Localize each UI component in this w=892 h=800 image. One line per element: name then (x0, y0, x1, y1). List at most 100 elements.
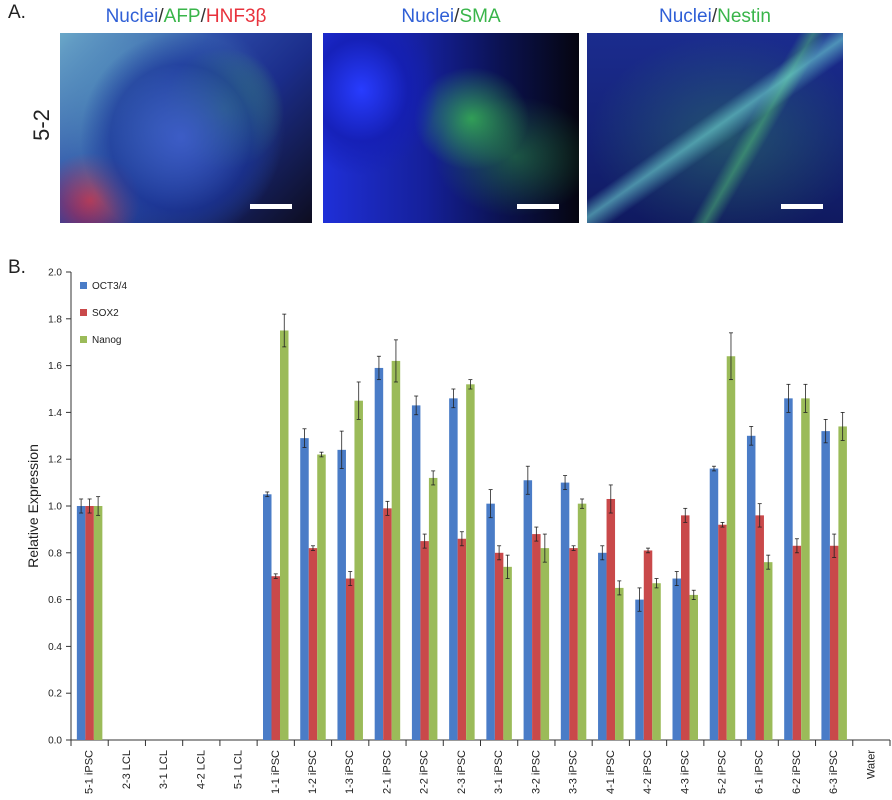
x-tick-label: 3-2 iPSC (530, 750, 542, 794)
bar-oct34 (523, 480, 533, 740)
micrograph-sma (323, 33, 579, 223)
bar-nanog (652, 583, 661, 740)
y-tick-label: 0.6 (48, 595, 62, 606)
x-tick-label: Water (865, 750, 877, 779)
x-tick-label: 1-3 iPSC (344, 750, 356, 794)
bar-nanog (93, 506, 103, 740)
bar-oct34 (449, 398, 458, 740)
y-tick-label: 1.2 (48, 455, 62, 466)
row-label: 5-2 (28, 109, 54, 141)
bar-sox2 (755, 515, 764, 740)
bar-sox2 (829, 545, 839, 740)
bar-nanog (428, 477, 438, 740)
bar-nanog (726, 356, 736, 740)
x-tick-label: 1-2 iPSC (307, 750, 319, 794)
bar-nanog (801, 398, 810, 740)
x-tick-label: 3-1 iPSC (493, 750, 505, 794)
x-tick-label: 3-1 LCL (158, 750, 170, 789)
y-tick-label: 1.0 (48, 502, 62, 513)
scale-bar (781, 204, 823, 209)
bar-nanog (317, 454, 326, 740)
bar-sox2 (606, 498, 616, 740)
x-tick-label: 4-3 iPSC (679, 750, 691, 794)
title-segment: / (200, 6, 206, 27)
title-segment: / (711, 6, 718, 27)
bar-oct34 (821, 431, 830, 740)
bar-nanog (838, 426, 847, 740)
image-title-nestin: Nuclei/Nestin (587, 6, 843, 28)
x-tick-label: 5-1 iPSC (84, 750, 96, 794)
bar-oct34 (672, 578, 681, 740)
micrograph-hepatic (60, 33, 312, 223)
bar-sox2 (792, 545, 802, 740)
x-tick-label: 2-2 iPSC (419, 750, 431, 794)
bar-sox2 (420, 541, 429, 740)
title-segment: Nestin (717, 6, 771, 27)
bar-sox2 (681, 515, 690, 740)
x-tick-label: 4-1 iPSC (605, 750, 617, 794)
bar-sox2 (643, 550, 653, 740)
panel-a-letter: A. (8, 2, 26, 23)
title-segment: SMA (459, 6, 501, 27)
bar-nanog (763, 562, 773, 740)
bar-nanog (689, 594, 698, 740)
bar-oct34 (784, 398, 793, 740)
bar-nanog (280, 330, 289, 740)
x-tick-label: 5-2 iPSC (716, 750, 728, 794)
bar-nanog (466, 384, 475, 740)
y-tick-label: 2.0 (48, 268, 62, 279)
bar-oct34 (300, 438, 309, 740)
x-tick-label: 2-1 iPSC (381, 750, 393, 794)
title-segment: Nuclei (401, 6, 455, 27)
x-tick-label: 5-1 LCL (233, 750, 245, 789)
bar-oct34 (560, 482, 570, 740)
y-tick-label: 0.0 (48, 736, 62, 747)
bar-oct34 (337, 449, 346, 740)
legend-swatch (80, 282, 87, 289)
bar-oct34 (635, 599, 644, 740)
bar-sox2 (345, 578, 355, 740)
bar-nanog (391, 360, 401, 740)
x-tick-label: 2-3 iPSC (456, 750, 468, 794)
scale-bar (517, 204, 559, 209)
title-segment: Nuclei (659, 6, 712, 27)
legend-swatch (80, 309, 87, 316)
y-tick-label: 1.6 (48, 361, 62, 372)
bar-nanog (577, 503, 587, 740)
bar-nanog (354, 400, 363, 740)
legend-swatch (80, 336, 87, 343)
bar-oct34 (263, 494, 272, 740)
bar-nanog (503, 566, 512, 740)
y-tick-label: 1.4 (48, 408, 62, 419)
bar-oct34 (486, 503, 495, 740)
title-segment: HNF3β (205, 6, 267, 27)
x-tick-label: 6-3 iPSC (828, 750, 840, 794)
image-title-hepatic: Nuclei/AFP/HNF3β (60, 6, 312, 28)
bar-sox2 (494, 552, 504, 740)
y-tick-label: 0.8 (48, 548, 62, 559)
bar-sox2 (383, 508, 392, 740)
x-tick-label: 4-2 iPSC (642, 750, 654, 794)
y-tick-label: 1.8 (48, 314, 62, 325)
bar-oct34 (709, 468, 719, 740)
x-tick-label: 4-2 LCL (195, 750, 207, 789)
bar-nanog (615, 587, 624, 740)
bar-oct34 (374, 367, 384, 740)
bar-sox2 (569, 548, 578, 740)
title-segment: AFP (163, 6, 201, 27)
scale-bar (250, 204, 292, 209)
title-segment: Nuclei (105, 6, 159, 27)
bar-nanog (540, 548, 550, 740)
legend-label: SOX2 (92, 308, 119, 319)
x-tick-label: 2-3 LCL (121, 750, 133, 789)
title-segment: / (454, 6, 460, 27)
title-segment: / (158, 6, 164, 27)
bar-sox2 (718, 524, 727, 740)
bar-oct34 (411, 405, 421, 740)
bar-sox2 (457, 538, 467, 740)
legend-label: OCT3/4 (92, 281, 127, 292)
bar-chart: 0.0 0.2 0.4 0.6 0.8 1.0 1.2 1.4 1.6 1.8 2.0 Relativ… (25, 268, 891, 794)
legend-label: Nanog (92, 335, 121, 346)
panel-b-letter: B. (8, 257, 26, 278)
bar-oct34 (598, 552, 607, 740)
